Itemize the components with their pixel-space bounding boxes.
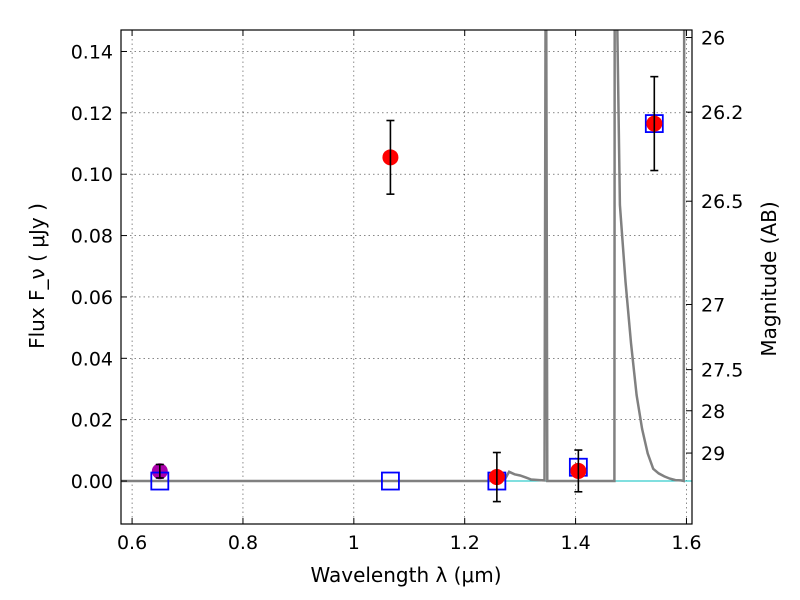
x-tick-label: 1.4: [560, 532, 590, 554]
y-tick-label: 0.02: [71, 410, 113, 432]
y-tick-label: 0.12: [71, 103, 113, 125]
y-tick-label: 0.08: [71, 226, 113, 248]
x-tick-label: 1.2: [450, 532, 480, 554]
plot-frame: [120, 29, 693, 525]
y-tick-label: 0.04: [71, 348, 113, 370]
magnitude-tick-label: 26.5: [701, 191, 743, 213]
magnitude-tick-label: 26: [701, 28, 725, 50]
y-tick-label: 0.06: [71, 287, 113, 309]
y-tick-label: 0.00: [71, 471, 113, 493]
y-tick-label: 0.14: [71, 41, 113, 63]
grid: [121, 30, 692, 524]
ticks: [121, 30, 692, 524]
model-spectrum-line: [121, 30, 686, 483]
x-tick-label: 0.6: [117, 532, 147, 554]
model-photometry-square: [381, 471, 400, 491]
magnitude-axis-label: Magnitude (AB): [757, 201, 781, 356]
y-axis-label: Flux F_ν ( μJy ): [25, 203, 49, 349]
magnitude-tick-label: 27: [701, 294, 725, 316]
magnitude-tick-label: 26.2: [701, 102, 743, 124]
magnitude-tick-label: 28: [701, 401, 725, 423]
x-tick-label: 1: [348, 532, 360, 554]
x-axis-label: Wavelength λ (μm): [310, 563, 501, 587]
magnitude-tick-label: 29: [701, 443, 725, 465]
data-points-layer: [150, 75, 664, 503]
y-tick-label: 0.10: [71, 164, 113, 186]
magnitude-tick-label: 27.5: [701, 360, 743, 382]
model-spectrum-layer: [121, 30, 692, 483]
x-tick-label: 0.8: [228, 532, 258, 554]
tick-labels: 0.6 0.8 1 1.2 1.4 1.6 0.00 0.02 0.04 0.06 0.08 0.10…: [71, 28, 744, 554]
x-tick-label: 1.6: [671, 532, 701, 554]
